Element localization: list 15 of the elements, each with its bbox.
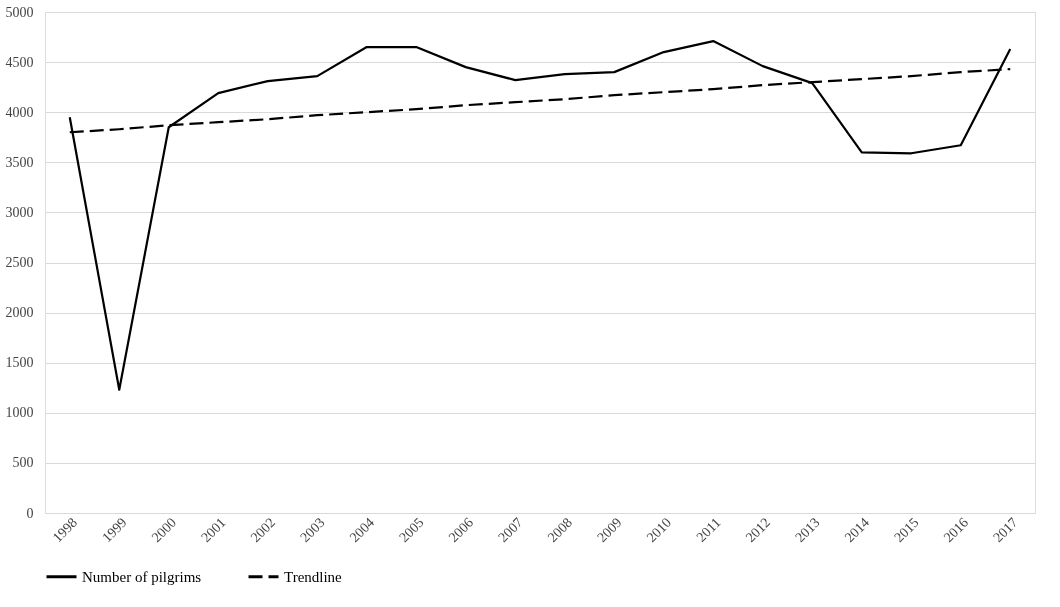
y-tick-label: 3500 <box>5 154 34 170</box>
y-tick-label: 4000 <box>5 104 34 120</box>
y-tick-label: 5000 <box>5 4 34 20</box>
legend-label: Number of pilgrims <box>82 568 202 585</box>
y-tick-label: 4500 <box>5 54 34 70</box>
line-series <box>68 39 1012 391</box>
y-tick-label: 500 <box>12 455 34 471</box>
legend-label: Trendline <box>284 568 343 585</box>
y-tick-label: 3000 <box>5 204 34 220</box>
y-tick-label: 2500 <box>5 255 34 270</box>
y-tick-label: 1500 <box>5 355 34 371</box>
y-tick-label: 0 <box>26 505 34 521</box>
y-tick-label: 1000 <box>5 405 34 421</box>
y-tick-label: 2000 <box>5 305 34 321</box>
x-tick-label: 2011 <box>693 514 724 545</box>
